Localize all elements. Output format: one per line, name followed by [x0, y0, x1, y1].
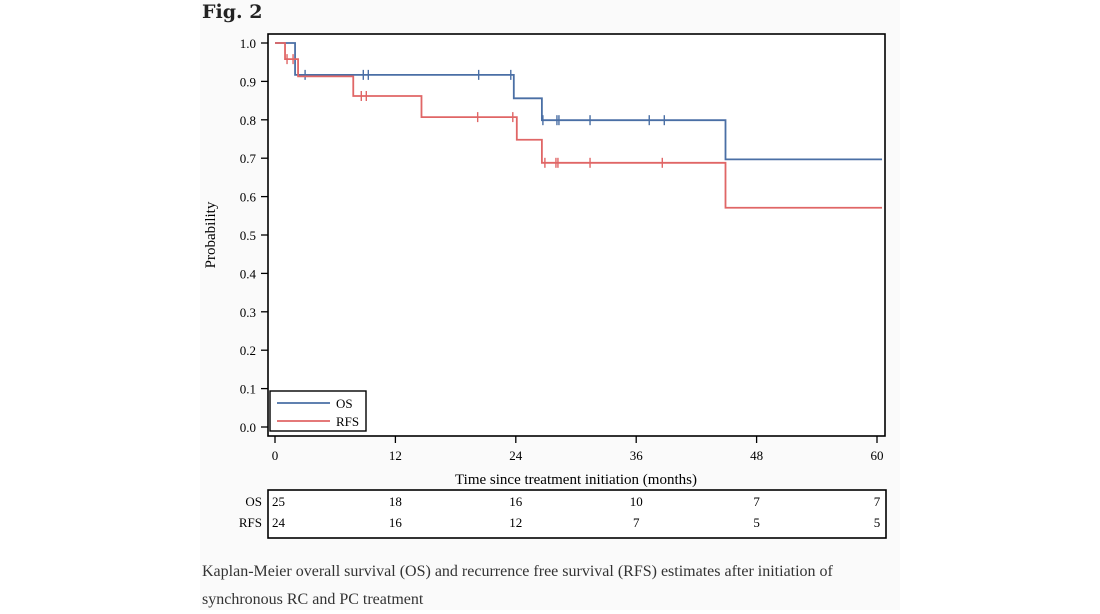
y-tick-label: 0.5	[240, 228, 256, 243]
y-tick-label: 0.9	[240, 74, 256, 89]
risk-value: 5	[874, 515, 881, 530]
legend: OS RFS	[269, 390, 367, 432]
caption-line-2: synchronous RC and PC treatment	[202, 591, 424, 608]
legend-box	[269, 390, 367, 432]
risk-value: 5	[753, 515, 760, 530]
x-tick-label: 24	[509, 448, 523, 463]
risk-table: OS 25 18 16 10 7 7 RFS 24 16 12 7 5 5	[239, 489, 887, 539]
legend-label-os: OS	[336, 396, 353, 411]
axes: 0.0 0.1 0.2 0.3 0.4 0.5 0.6 0.7 0.8 0.9 1.0 0 12 24 36…	[240, 36, 884, 463]
risk-row-label-os: OS	[245, 494, 262, 509]
y-tick-label: 0.6	[240, 190, 257, 205]
y-tick-label: 0.1	[240, 382, 256, 397]
risk-value: 10	[630, 494, 643, 509]
y-tick-label: 0.4	[240, 266, 257, 281]
y-tick-label: 0.8	[240, 113, 256, 128]
plot-area	[267, 33, 886, 437]
y-tick-label: 0.7	[240, 151, 257, 166]
y-tick-label: 0.2	[240, 343, 256, 358]
plot-frame	[267, 33, 886, 437]
x-tick-label: 0	[272, 448, 279, 463]
x-tick-label: 60	[871, 448, 884, 463]
y-tick-label: 1.0	[240, 36, 256, 51]
risk-value: 16	[509, 494, 523, 509]
risk-value: 18	[389, 494, 402, 509]
risk-row-label-rfs: RFS	[239, 515, 262, 530]
x-tick-label: 36	[630, 448, 644, 463]
series-line-rfs	[275, 42, 883, 209]
risk-value: 12	[509, 515, 522, 530]
caption-line-1: Kaplan-Meier overall survival (OS) and r…	[202, 563, 833, 580]
x-tick-label: 48	[750, 448, 763, 463]
risk-value: 24	[272, 515, 286, 530]
risk-value: 7	[633, 515, 640, 530]
y-axis-label: Probability	[203, 201, 219, 268]
x-axis-label: Time since treatment initiation (months)	[455, 472, 697, 488]
risk-value: 7	[753, 494, 760, 509]
x-tick-label: 12	[389, 448, 402, 463]
y-tick-label: 0.0	[240, 420, 256, 435]
y-tick-label: 0.3	[240, 305, 256, 320]
figure-label: Fig. 2	[202, 1, 263, 23]
risk-value: 16	[389, 515, 403, 530]
risk-value: 25	[272, 494, 285, 509]
legend-label-rfs: RFS	[336, 414, 359, 429]
risk-table-frame	[267, 489, 887, 539]
figure-caption: Kaplan-Meier overall survival (OS) and r…	[202, 558, 902, 614]
series-group	[275, 42, 883, 209]
risk-value: 7	[874, 494, 881, 509]
